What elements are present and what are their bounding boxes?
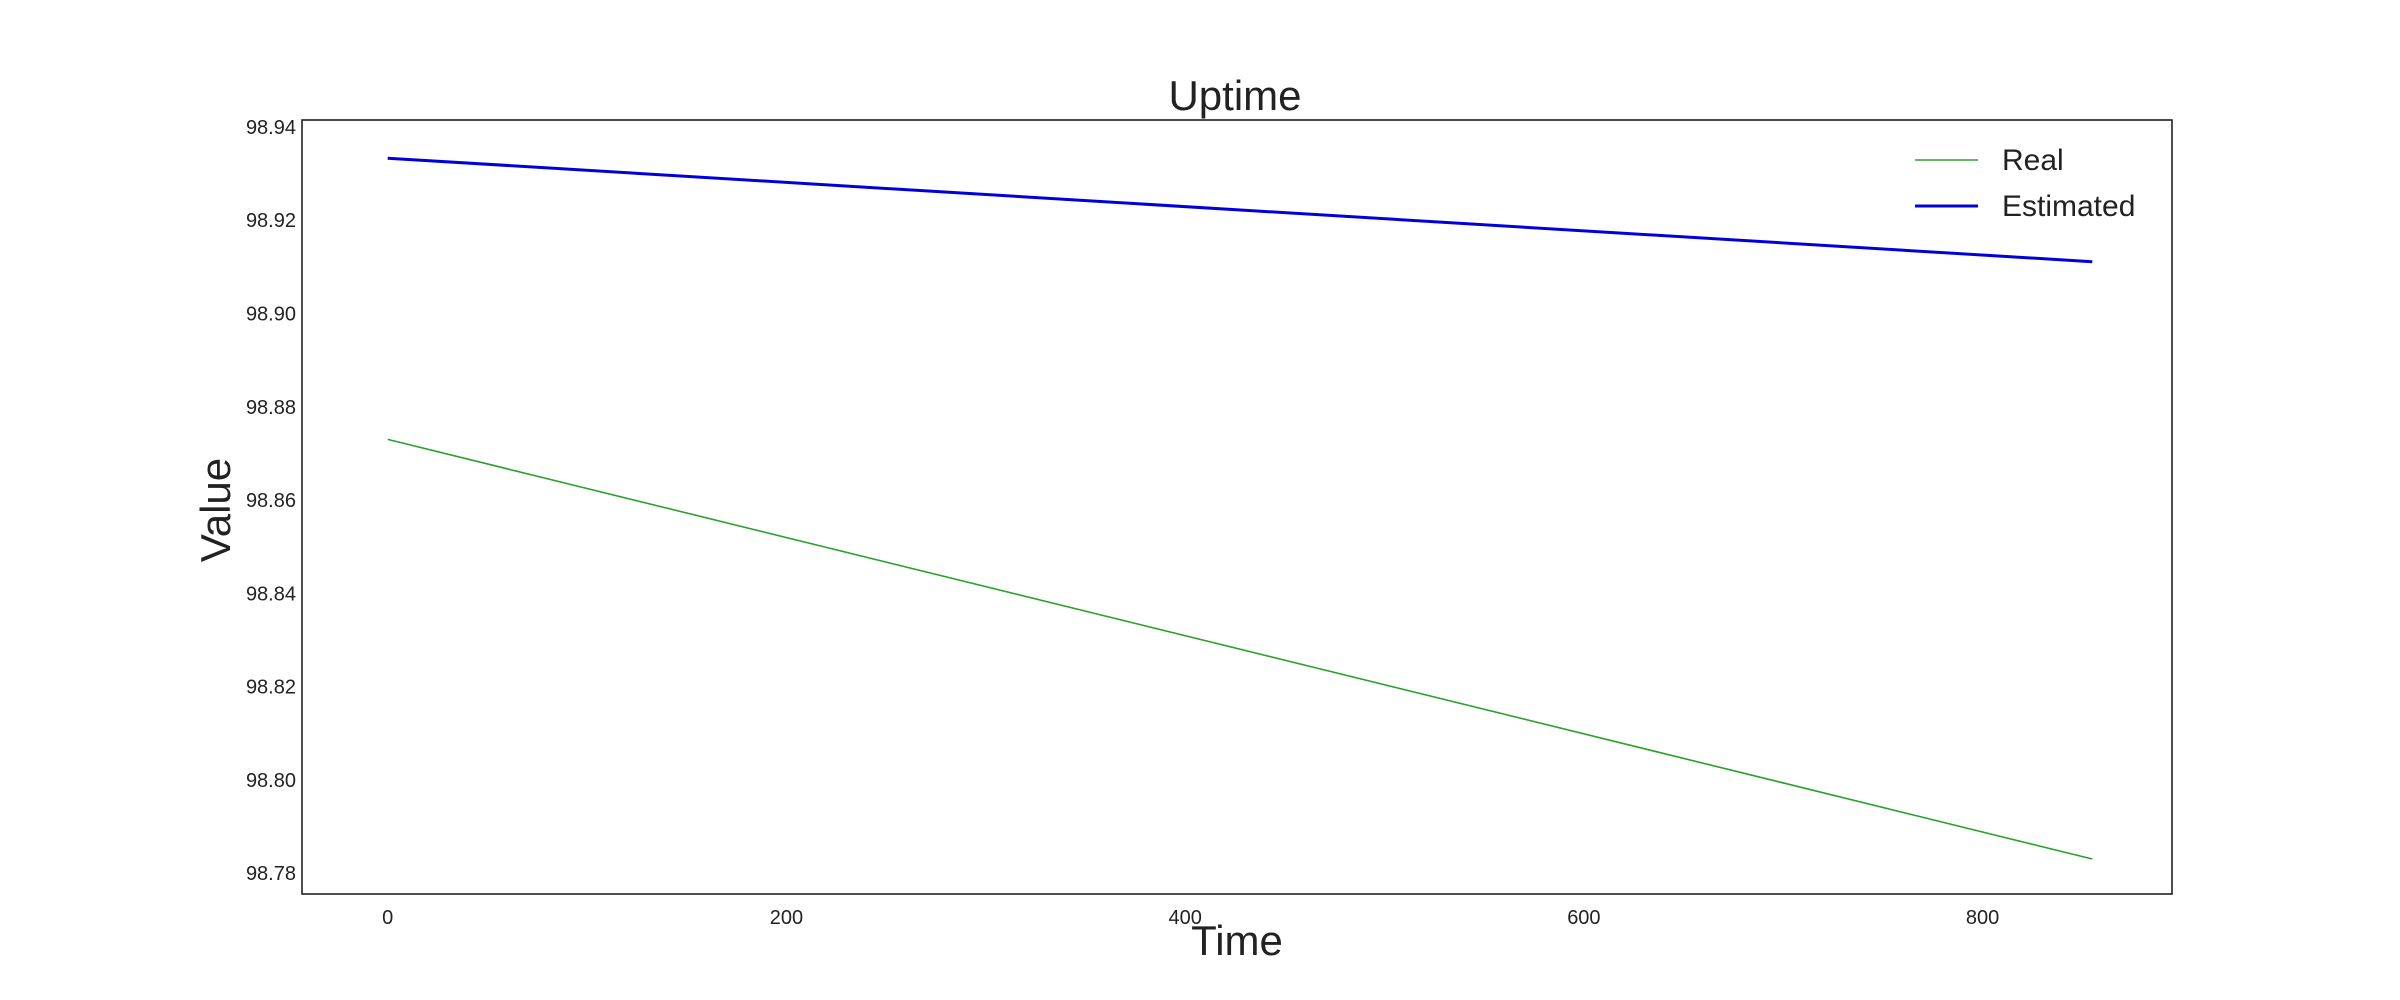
y-tick-label: 98.88: [246, 397, 296, 419]
legend-label-estimated: Estimated: [2002, 190, 2135, 223]
x-tick-label: 600: [1567, 907, 1600, 929]
y-tick-label: 98.94: [246, 117, 296, 139]
y-tick-label: 98.80: [246, 770, 296, 792]
y-tick-label: 98.84: [246, 583, 296, 605]
y-tick-label: 98.82: [246, 677, 296, 699]
x-tick-label: 800: [1966, 907, 1999, 929]
x-axis-ticks: 0 200 400 600 800: [382, 907, 1999, 929]
series-lines: [387, 156, 2093, 860]
x-axis-label: Time: [1191, 917, 1283, 964]
y-tick-label: 98.90: [246, 304, 296, 326]
chart-title: Uptime: [1168, 72, 1301, 119]
series-line-real: [387, 438, 2093, 860]
y-axis-ticks: 98.78 98.80 98.82 98.84 98.86 98.88 98.90 98.92…: [246, 117, 296, 885]
series-line-estimated: [387, 156, 2093, 264]
legend-label-real: Real: [2002, 144, 2064, 177]
y-tick-label: 98.92: [246, 210, 296, 232]
y-tick-label: 98.86: [246, 490, 296, 512]
x-tick-label: 200: [770, 907, 803, 929]
plot-area-frame: [301, 119, 2173, 895]
legend: Real Estimated: [1915, 144, 2135, 223]
x-tick-label: 400: [1168, 907, 1201, 929]
x-tick-label: 0: [382, 907, 393, 929]
y-tick-label: 98.78: [246, 863, 296, 885]
y-axis-label: Value: [192, 458, 239, 562]
